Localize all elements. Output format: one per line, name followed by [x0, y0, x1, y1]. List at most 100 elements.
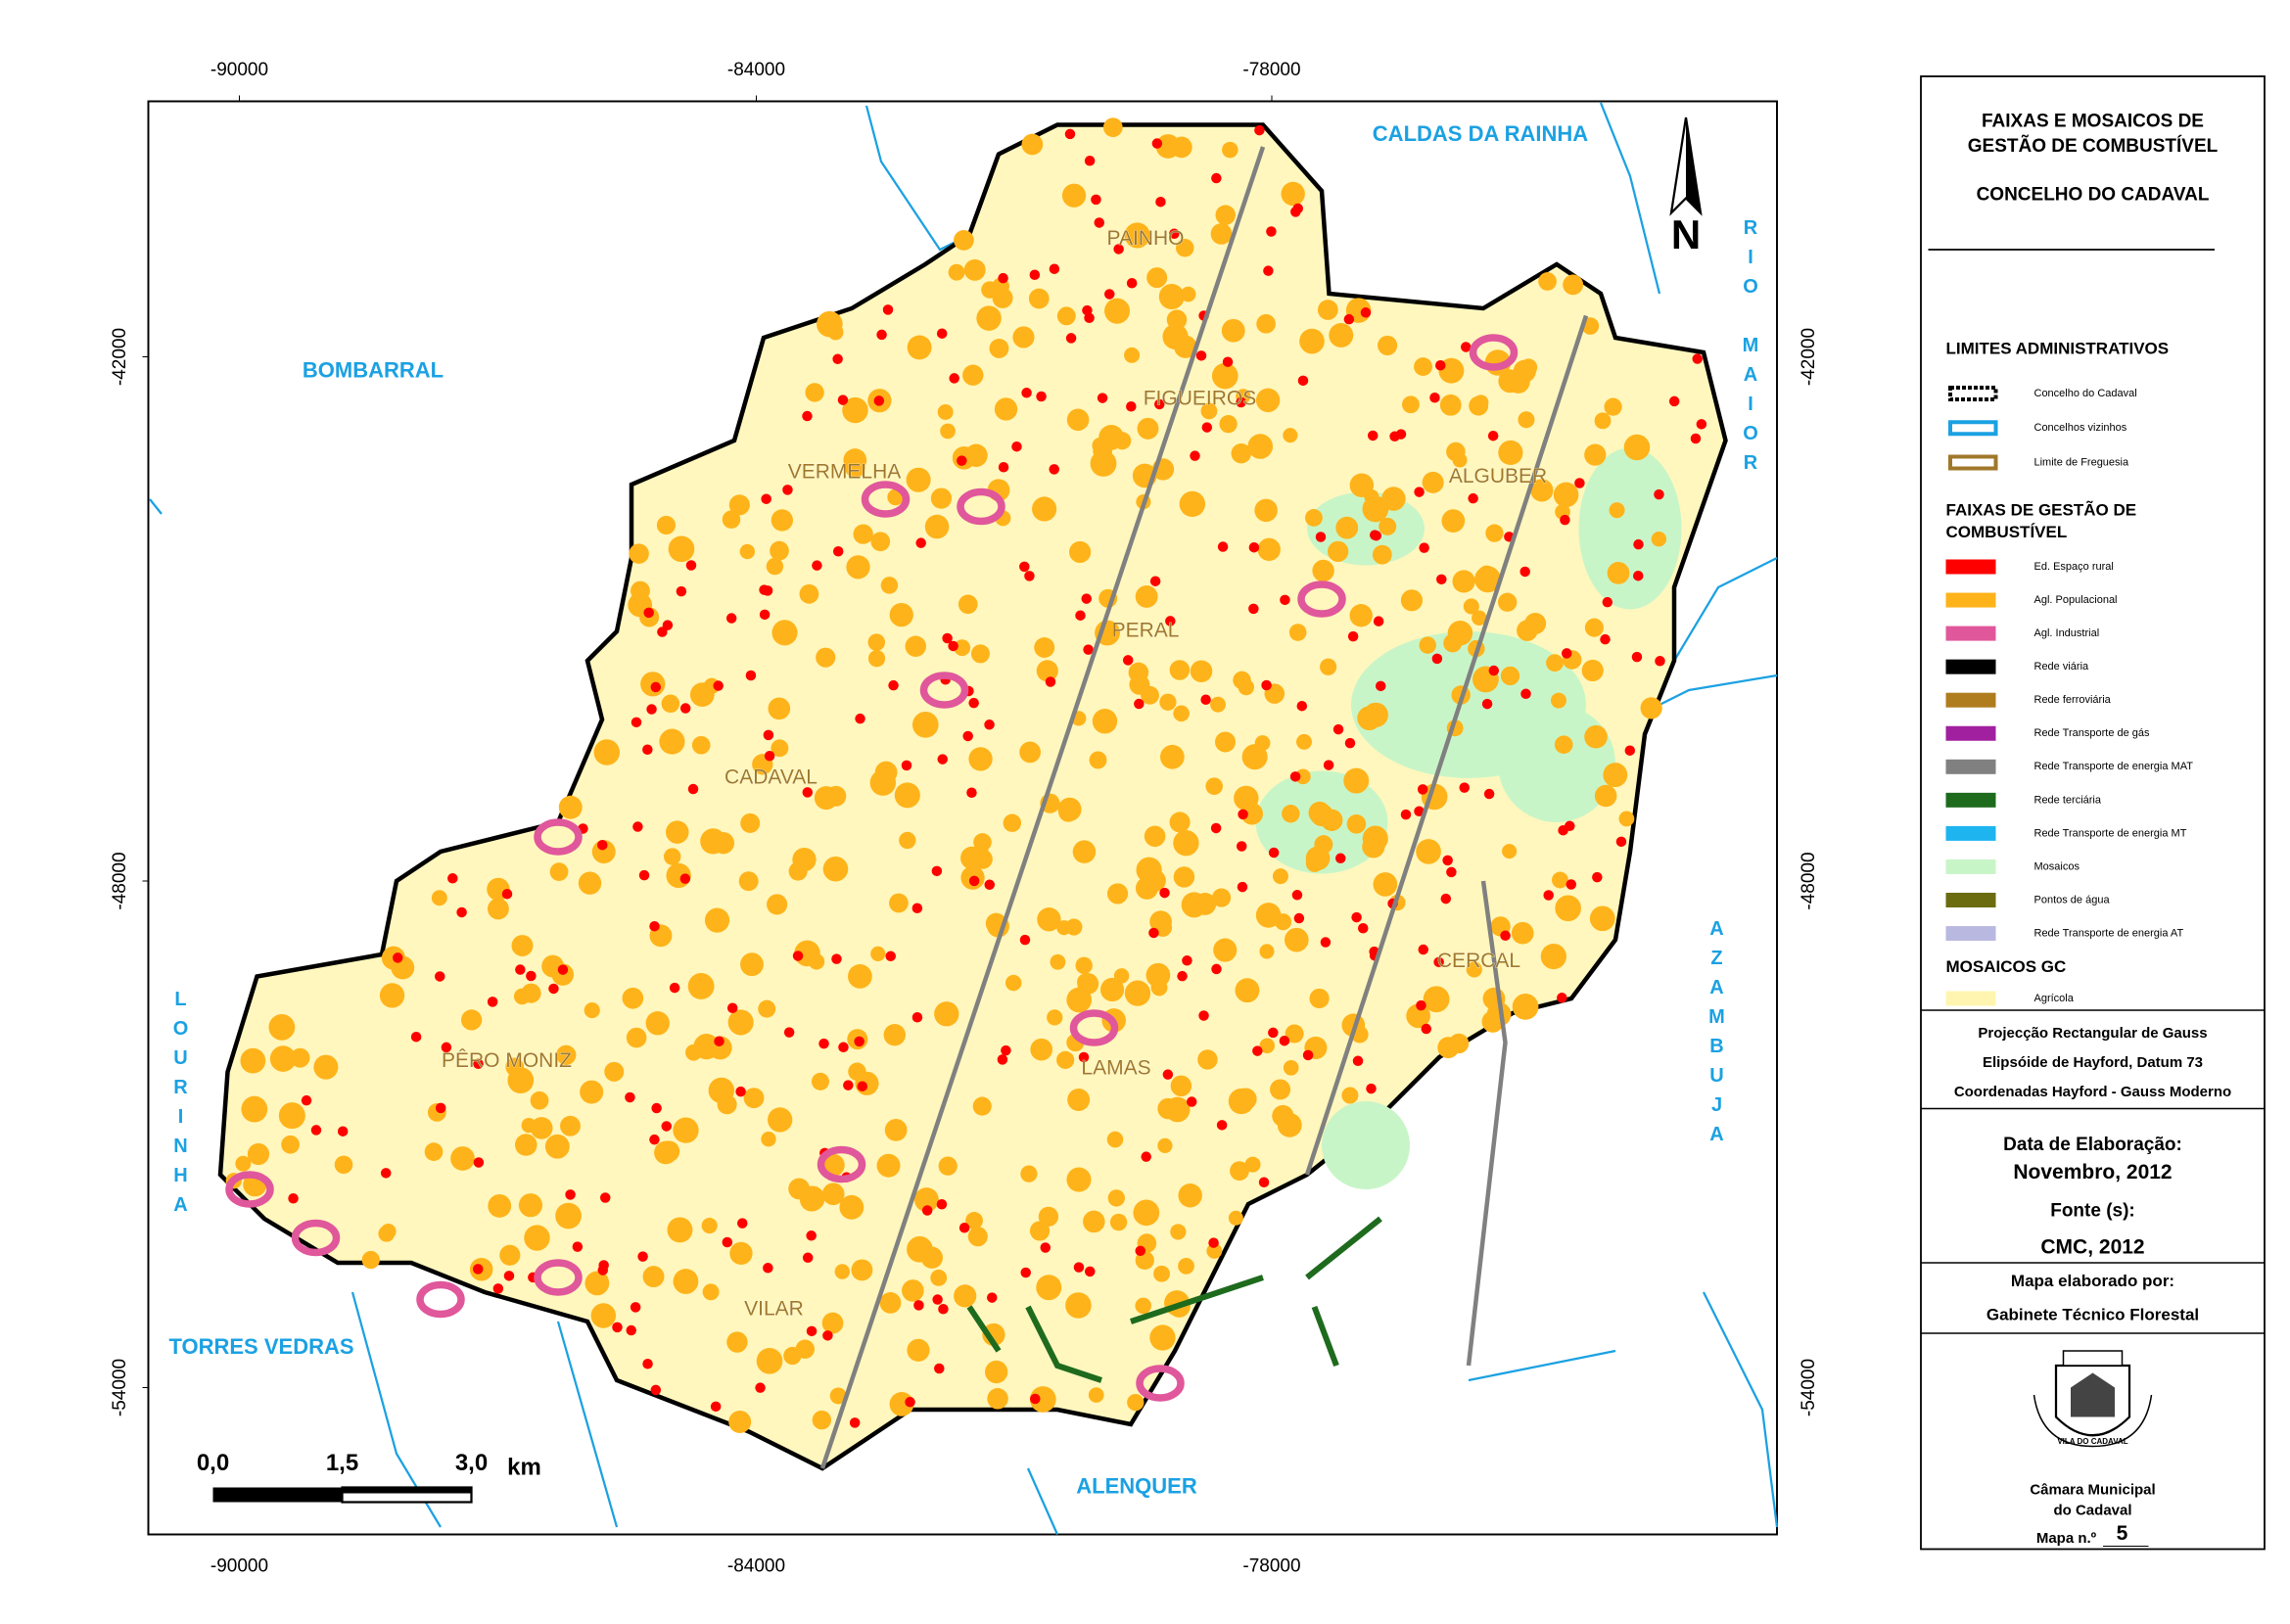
neighbor-label: BOMBARRAL [303, 357, 444, 382]
y-tick-label: -42000 [1799, 328, 1819, 386]
parish-label: PAINHO [1107, 227, 1185, 250]
projection-line: Elipsóide de Hayford, Datum 73 [1983, 1054, 2203, 1071]
neighbor-label: LOURINHA [169, 988, 192, 1224]
legend-swatch [1945, 926, 1996, 942]
legend-heading: COMBUSTÍVEL [1946, 523, 2068, 541]
legend-label: Rede Transporte de energia MT [2034, 827, 2187, 839]
power-lines [819, 146, 1589, 1469]
parish-label: CERCAL [1437, 950, 1520, 972]
legend-heading: MOSAICOS GC [1946, 957, 2067, 976]
neighbor-label: AZAMBUJA [1706, 917, 1728, 1153]
legend-label: Rede Transporte de gás [2034, 727, 2151, 739]
author-label: Mapa elaborado por: [2011, 1272, 2174, 1290]
parish-label: PERAL [1112, 620, 1180, 642]
legend-label: Rede terciária [2034, 794, 2102, 806]
legend-swatch [1945, 592, 1996, 608]
legend-swatch [1945, 725, 1996, 741]
legend-label: Rede ferroviária [2034, 694, 2112, 706]
legend-heading: LIMITES ADMINISTRATIVOS [1946, 339, 2170, 357]
y-tick-label: -54000 [110, 1359, 130, 1416]
legend-swatch [1945, 692, 1996, 708]
legend-panel [1920, 75, 2266, 1551]
x-tick-label: -78000 [1242, 60, 1300, 80]
x-tick-label: -90000 [210, 1556, 268, 1577]
date-label: Data de Elaboração: [2003, 1135, 2182, 1155]
y-tick-label: -48000 [1799, 852, 1819, 909]
projection-line: Coordenadas Hayford - Gauss Moderno [1954, 1084, 2231, 1100]
scale-bar-stripe [342, 1487, 472, 1494]
legend-swatch [1945, 626, 1996, 641]
legend-swatch [1945, 759, 1996, 774]
map-drawing [147, 75, 2266, 1551]
x-tick-label: -78000 [1242, 1556, 1300, 1577]
legend-label: Agrícola [2034, 993, 2075, 1004]
institution: Câmara Municipal [2030, 1481, 2155, 1498]
legend-label: Pontos de água [2034, 894, 2111, 905]
map-number: 5 [2117, 1522, 2128, 1545]
panel-dividers [1921, 1009, 2265, 1334]
legend-swatch [1948, 454, 1998, 471]
legend-label: Concelho do Cadaval [2034, 388, 2137, 399]
date: Novembro, 2012 [2013, 1161, 2172, 1183]
legend-label: Ed. Espaço rural [2034, 561, 2114, 573]
institution: do Cadaval [2053, 1502, 2131, 1518]
x-tick-label: -90000 [210, 60, 268, 80]
neighbor-label: RIO MAIOR [1740, 217, 1761, 482]
y-tick-label: -48000 [110, 852, 130, 909]
parish-label: PÊRO MONIZ [442, 1049, 572, 1072]
neighbor-label: ALENQUER [1076, 1473, 1197, 1498]
fuel-management-strips [225, 117, 1707, 1433]
scale-label: 0,0 [197, 1450, 229, 1476]
legend-label: Rede Transporte de energia AT [2034, 927, 2184, 939]
scale-label: 3,0 [455, 1450, 488, 1476]
parish-label: ALGUBER [1449, 465, 1547, 487]
source-label: Fonte (s): [2050, 1201, 2135, 1222]
legend-swatch [1945, 991, 1996, 1006]
neighbor-boundaries [149, 102, 1779, 1535]
scale-unit: km [507, 1454, 541, 1480]
north-label: N [1671, 211, 1701, 257]
legend-label: Agl. Populacional [2034, 594, 2118, 606]
legend-heading: FAIXAS DE GESTÃO DE [1946, 499, 2137, 519]
y-tick-label: -54000 [1799, 1359, 1819, 1416]
legend-swatch [1945, 858, 1996, 874]
legend-swatch [1945, 825, 1996, 841]
tertiary-network [966, 1216, 1382, 1383]
x-tick-label: -84000 [727, 60, 785, 80]
neighbor-label: TORRES VEDRAS [168, 1334, 353, 1359]
legend-label: Agl. Industrial [2034, 627, 2100, 639]
legend-swatch [1948, 420, 1998, 437]
parish-label: FIGUEIROS [1144, 388, 1257, 410]
neighbor-label: CALDAS DA RAINHA [1373, 121, 1589, 146]
author: Gabinete Técnico Florestal [1986, 1305, 2199, 1323]
legend-label: Mosaicos [2034, 860, 2080, 872]
legend-swatch [1945, 659, 1996, 674]
crest [2033, 1350, 2153, 1448]
parish-label: LAMAS [1081, 1057, 1150, 1080]
legend-label: Limite de Freguesia [2034, 456, 2129, 468]
parish-label: CADAVAL [724, 766, 818, 789]
x-tick-label: -84000 [727, 1556, 785, 1577]
crest-text: VILA DO CADAVAL [2057, 1437, 2127, 1446]
parish-label: VILAR [744, 1298, 804, 1321]
legend-swatch [1945, 792, 1996, 808]
projection-line: Projecção Rectangular de Gauss [1978, 1025, 2207, 1042]
source: CMC, 2012 [2040, 1236, 2144, 1259]
legend-label: Rede Transporte de energia MAT [2034, 761, 2194, 772]
legend-title: GESTÃO DE COMBUSTÍVEL [1968, 135, 2219, 157]
parish-label: VERMELHA [788, 461, 902, 484]
y-tick-label: -42000 [110, 328, 130, 386]
map-number-label: Mapa n.º [2036, 1530, 2097, 1547]
scale-bar-black [212, 1487, 343, 1503]
scale-label: 1,5 [326, 1450, 358, 1476]
legend-subtitle: CONCELHO DO CADAVAL [1977, 185, 2210, 206]
legend-swatch [1945, 893, 1996, 907]
legend-swatch [1948, 386, 1998, 401]
legend-swatch [1945, 559, 1996, 575]
legend-label: Concelhos vizinhos [2034, 422, 2127, 434]
north-arrow-half [1686, 117, 1701, 213]
legend-label: Rede viária [2034, 661, 2090, 673]
legend-title: FAIXAS E MOSAICOS DE [1982, 112, 2204, 132]
